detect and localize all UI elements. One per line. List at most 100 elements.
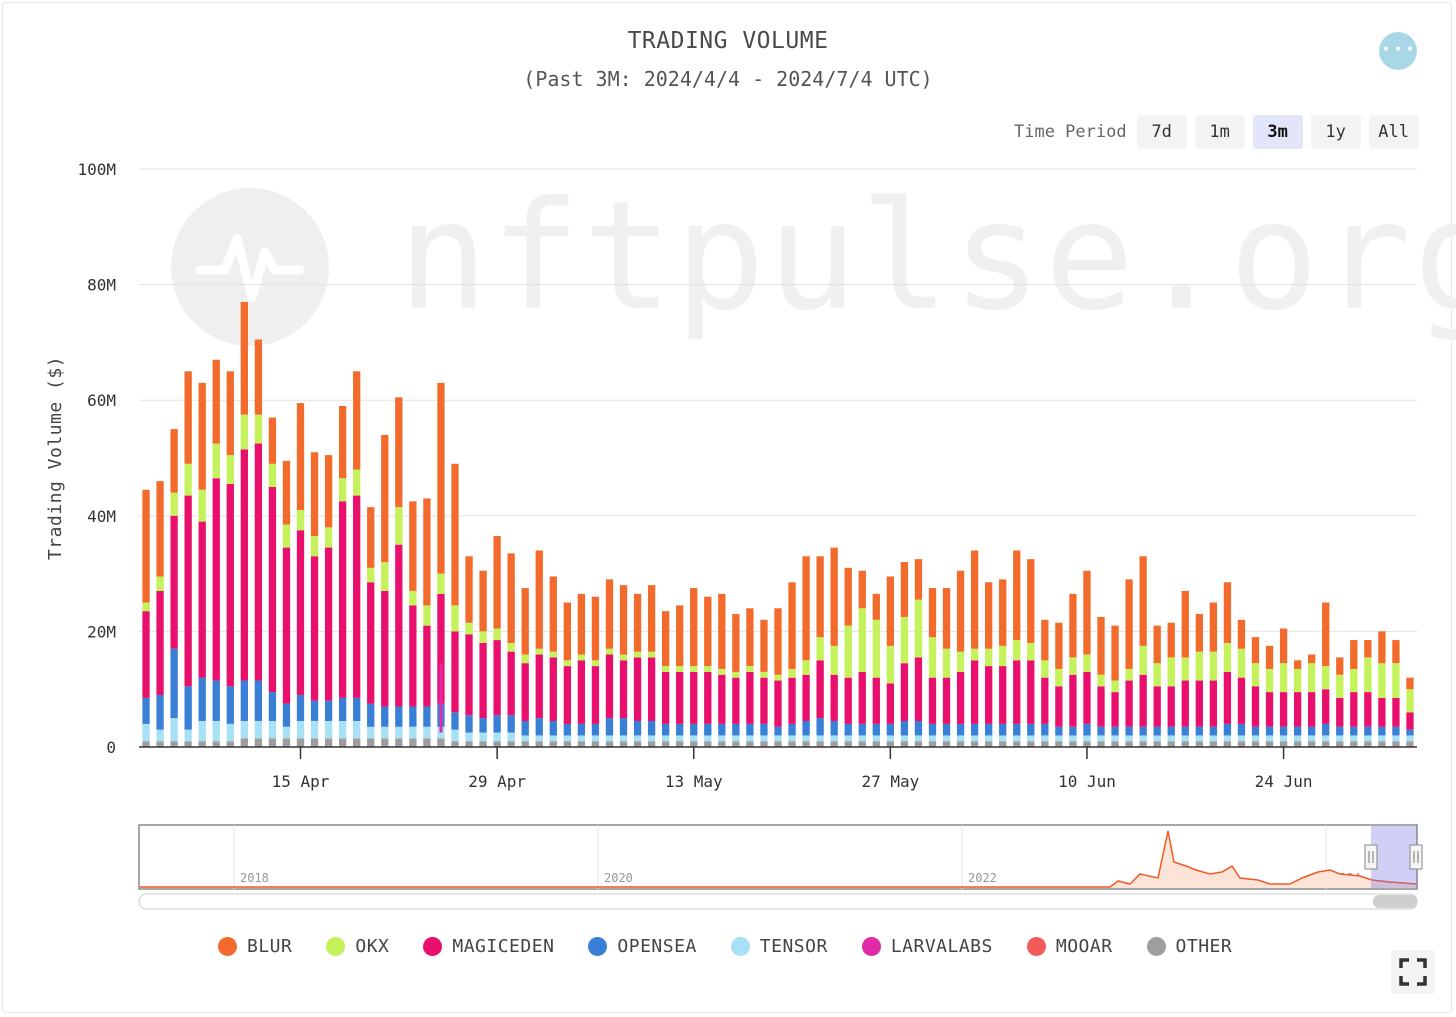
bar-other[interactable] xyxy=(647,741,656,747)
bar-tensor[interactable] xyxy=(999,735,1007,742)
bar-opensea[interactable] xyxy=(156,694,164,730)
bar-blur[interactable] xyxy=(1195,614,1203,652)
bar-tensor[interactable] xyxy=(423,726,431,739)
bar-other[interactable] xyxy=(409,738,417,747)
bar-opensea[interactable] xyxy=(423,706,431,727)
bar-other[interactable] xyxy=(844,741,852,747)
bar-other[interactable] xyxy=(690,741,698,747)
bar-tensor[interactable] xyxy=(184,729,192,742)
bar-okx[interactable] xyxy=(605,648,614,655)
bar-okx[interactable] xyxy=(1111,680,1119,693)
bar-opensea[interactable] xyxy=(479,718,487,733)
bar-tensor[interactable] xyxy=(507,732,515,742)
bar-magiceden[interactable] xyxy=(746,671,754,724)
bar-okx[interactable] xyxy=(999,645,1007,667)
bar-blur[interactable] xyxy=(353,371,361,470)
bar-tensor[interactable] xyxy=(886,735,895,742)
bar-magiceden[interactable] xyxy=(170,515,178,649)
bar-okx[interactable] xyxy=(1237,648,1246,678)
bar-magiceden[interactable] xyxy=(676,671,684,724)
bar-okx[interactable] xyxy=(493,628,501,641)
bar-okx[interactable] xyxy=(1279,663,1288,693)
bar-opensea[interactable] xyxy=(240,680,248,721)
bar-other[interactable] xyxy=(1195,741,1203,747)
bar-blur[interactable] xyxy=(661,611,670,667)
bar-magiceden[interactable] xyxy=(1336,697,1344,727)
bar-magiceden[interactable] xyxy=(353,495,361,698)
bar-okx[interactable] xyxy=(844,625,852,678)
bar-magiceden[interactable] xyxy=(563,666,571,724)
bar-tensor[interactable] xyxy=(1167,735,1175,742)
bar-other[interactable] xyxy=(493,741,501,747)
bar-other[interactable] xyxy=(1153,741,1161,747)
bar-tensor[interactable] xyxy=(1378,735,1386,742)
bar-tensor[interactable] xyxy=(296,720,305,739)
bar-blur[interactable] xyxy=(409,501,417,591)
bar-blur[interactable] xyxy=(563,602,571,661)
bar-other[interactable] xyxy=(1279,741,1288,747)
bar-tensor[interactable] xyxy=(844,735,852,742)
bar-opensea[interactable] xyxy=(1293,726,1302,736)
bar-opensea[interactable] xyxy=(1237,723,1246,736)
bar-okx[interactable] xyxy=(774,674,782,681)
bar-tensor[interactable] xyxy=(1153,735,1161,742)
bar-magiceden[interactable] xyxy=(760,677,768,724)
bar-tensor[interactable] xyxy=(900,735,909,742)
bar-blur[interactable] xyxy=(535,550,543,649)
bar-magiceden[interactable] xyxy=(1364,692,1372,727)
bar-tensor[interactable] xyxy=(1013,735,1021,742)
bar-okx[interactable] xyxy=(268,463,277,487)
bar-opensea[interactable] xyxy=(212,680,220,721)
bar-blur[interactable] xyxy=(704,596,712,667)
bar-magiceden[interactable] xyxy=(479,642,487,719)
bar-opensea[interactable] xyxy=(774,726,782,736)
bar-okx[interactable] xyxy=(858,608,866,672)
bar-blur[interactable] xyxy=(493,536,501,629)
bar-opensea[interactable] xyxy=(690,723,698,736)
bar-other[interactable] xyxy=(1125,741,1133,747)
bar-other[interactable] xyxy=(577,741,586,747)
bar-okx[interactable] xyxy=(1083,654,1091,672)
bar-other[interactable] xyxy=(802,741,810,747)
bar-magiceden[interactable] xyxy=(535,654,543,719)
bar-blur[interactable] xyxy=(1392,640,1400,664)
bar-other[interactable] xyxy=(732,741,740,747)
bar-larvalabs[interactable] xyxy=(439,663,443,733)
bar-other[interactable] xyxy=(324,738,333,747)
bar-tensor[interactable] xyxy=(1392,735,1400,742)
legend-item-blur[interactable]: BLUR xyxy=(218,936,292,957)
bar-opensea[interactable] xyxy=(1223,723,1232,736)
bar-blur[interactable] xyxy=(690,588,698,667)
bar-tensor[interactable] xyxy=(676,735,684,742)
bar-magiceden[interactable] xyxy=(1181,680,1189,727)
bar-tensor[interactable] xyxy=(746,735,754,742)
bar-magiceden[interactable] xyxy=(409,605,417,707)
bar-okx[interactable] xyxy=(661,666,670,672)
bar-magiceden[interactable] xyxy=(324,547,333,701)
bar-magiceden[interactable] xyxy=(1027,660,1035,724)
bar-okx[interactable] xyxy=(1195,651,1203,681)
bar-opensea[interactable] xyxy=(367,703,375,727)
period-1y-button[interactable]: 1y xyxy=(1310,115,1361,149)
range-navigator[interactable]: 2018 2020 2022 2024 xyxy=(138,824,1423,890)
bar-opensea[interactable] xyxy=(830,720,838,736)
bar-okx[interactable] xyxy=(718,668,726,675)
bar-blur[interactable] xyxy=(970,550,979,649)
bar-blur[interactable] xyxy=(507,553,515,643)
bar-opensea[interactable] xyxy=(718,723,726,736)
bar-magiceden[interactable] xyxy=(1167,686,1175,727)
bar-blur[interactable] xyxy=(324,455,333,528)
bar-tensor[interactable] xyxy=(1125,735,1133,742)
bar-magiceden[interactable] xyxy=(1237,677,1246,724)
bar-okx[interactable] xyxy=(1406,689,1414,713)
bar-other[interactable] xyxy=(718,741,726,747)
bar-opensea[interactable] xyxy=(732,723,740,736)
bar-blur[interactable] xyxy=(1083,570,1091,655)
bar-magiceden[interactable] xyxy=(156,590,164,695)
period-3m-button[interactable]: 3m xyxy=(1252,115,1303,149)
bar-tensor[interactable] xyxy=(985,735,993,742)
bar-opensea[interactable] xyxy=(886,723,895,736)
bar-magiceden[interactable] xyxy=(633,657,642,721)
bar-tensor[interactable] xyxy=(1097,735,1105,742)
bar-opensea[interactable] xyxy=(900,720,909,736)
